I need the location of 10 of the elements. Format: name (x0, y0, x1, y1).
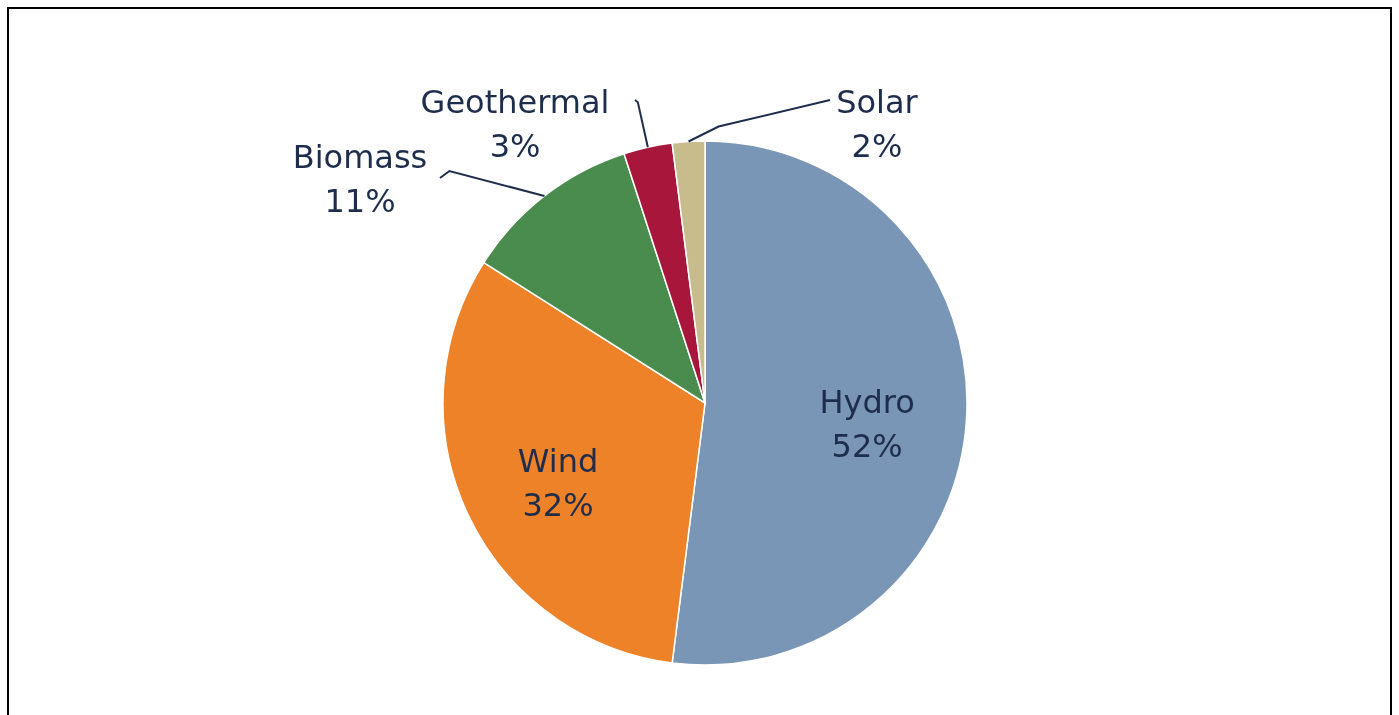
data-label: 11% (324, 182, 396, 220)
slice-label: Hydro (819, 383, 915, 422)
slice-label: Geothermal (420, 83, 610, 121)
slice-label: Solar (836, 83, 919, 121)
data-label: 52% (831, 427, 903, 466)
data-label: 32% (522, 486, 594, 525)
data-label: 2% (851, 127, 903, 165)
slice-label: Biomass (292, 138, 428, 176)
data-label: 3% (489, 127, 541, 165)
slice-label: Wind (517, 442, 599, 481)
